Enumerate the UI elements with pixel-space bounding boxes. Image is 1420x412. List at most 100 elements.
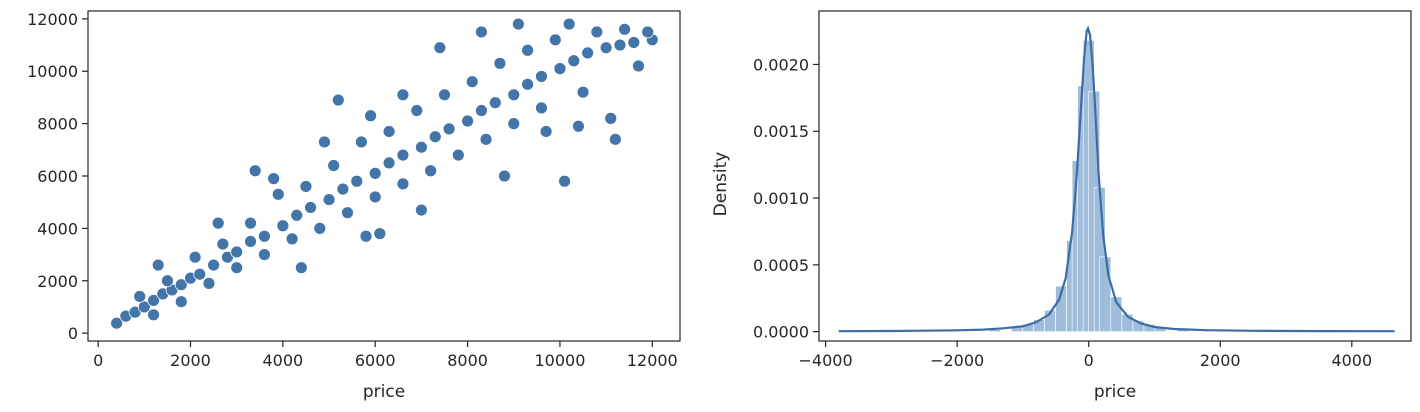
data-point [498, 169, 511, 183]
data-point [451, 148, 465, 162]
data-point [230, 261, 244, 275]
data-point [368, 166, 382, 180]
x-tick-label: 4000 [263, 351, 304, 370]
y-tick-label: 6000 [37, 167, 78, 186]
data-point [151, 258, 165, 272]
x-tick-label: 8000 [447, 351, 488, 370]
data-point [267, 172, 281, 186]
data-point [396, 88, 410, 102]
histogram-bars [834, 40, 1399, 332]
kde-curve [838, 25, 1395, 333]
data-point [327, 159, 341, 172]
scatter-chart: 2000 4000 6000 8000 10000 12000 0 0 2000 4000 600… [27, 10, 681, 402]
x-tick-label: 2000 [1200, 351, 1241, 370]
y-axis-ticks: 0.0000 0.0005 0.0010 0.0015 0.0020 [753, 55, 819, 342]
y-tick-label: 0 [68, 324, 78, 343]
data-point [257, 248, 271, 261]
data-point [276, 219, 290, 233]
data-point [368, 190, 382, 204]
scatter-points [110, 17, 659, 330]
x-tick-label: 0 [93, 351, 103, 370]
data-point [137, 300, 151, 314]
y-tick-label: 0.0015 [753, 122, 809, 141]
data-point [396, 148, 410, 162]
x-axis-label: price [1094, 382, 1136, 402]
data-point [608, 132, 622, 146]
data-point [147, 294, 160, 307]
data-point [202, 276, 216, 290]
x-tick-label: −4000 [799, 351, 853, 370]
data-point [548, 33, 562, 47]
y-axis-ticks: 0 2000 4000 6000 8000 10000 12000 [27, 10, 88, 343]
data-point [373, 227, 387, 241]
y-tick-label: 0.0020 [753, 55, 809, 74]
data-point [382, 125, 396, 138]
data-point [604, 111, 618, 125]
data-point [211, 216, 225, 230]
y-tick-label: 4000 [37, 219, 78, 238]
data-point [133, 290, 147, 303]
y-tick-label: 10000 [27, 62, 78, 81]
data-point [290, 208, 304, 222]
data-point [110, 316, 124, 330]
y-axis-label: Density [711, 152, 731, 217]
data-point [318, 135, 331, 149]
data-point [244, 235, 257, 248]
data-point [558, 174, 571, 188]
data-point [576, 85, 590, 99]
x-tick-label: 12000 [627, 351, 678, 370]
data-point [475, 104, 488, 117]
y-tick-label: 12000 [27, 10, 78, 29]
data-point [475, 25, 488, 39]
data-point [304, 201, 317, 214]
data-point [174, 295, 188, 309]
x-tick-label: 0 [1084, 351, 1094, 370]
data-point [461, 114, 474, 128]
data-point [424, 164, 438, 178]
x-tick-label: 10000 [534, 351, 585, 370]
data-point [415, 203, 428, 217]
data-point [632, 59, 645, 73]
data-point [415, 140, 428, 154]
data-point [322, 193, 336, 206]
data-point [230, 245, 244, 259]
data-point [627, 36, 641, 49]
data-point [562, 17, 576, 31]
data-point [507, 117, 521, 131]
data-point [285, 232, 299, 246]
data-point [521, 43, 535, 57]
x-tick-label: 6000 [355, 351, 396, 370]
data-point [161, 274, 174, 288]
x-axis-ticks: 2000 4000 6000 8000 10000 12000 0 [93, 341, 678, 370]
data-point [410, 104, 424, 117]
data-point [174, 278, 188, 292]
data-point [313, 221, 327, 235]
data-point [331, 93, 345, 107]
data-point [299, 180, 313, 193]
plot-frame [818, 10, 1412, 342]
histogram-bar [1099, 256, 1112, 332]
data-point [438, 88, 451, 102]
data-point [465, 75, 479, 89]
data-point [341, 206, 354, 220]
data-point [507, 88, 521, 102]
data-point [488, 96, 502, 110]
y-tick-label: 0.0000 [753, 323, 809, 342]
data-point [354, 135, 368, 149]
data-point [336, 182, 350, 196]
data-point [147, 308, 160, 322]
x-tick-label: −2000 [930, 351, 984, 370]
data-point [511, 17, 525, 31]
data-point [248, 164, 262, 178]
data-point [521, 77, 535, 91]
data-point [581, 46, 595, 60]
data-point [553, 62, 567, 76]
data-point [590, 25, 604, 39]
data-point [535, 70, 548, 83]
x-axis-ticks: −4000 −2000 0 2000 4000 [799, 341, 1372, 370]
y-tick-label: 0.0010 [753, 189, 809, 208]
data-point [359, 229, 373, 243]
data-point [618, 22, 631, 36]
data-point [572, 119, 585, 133]
x-tick-label: 4000 [1331, 351, 1372, 370]
